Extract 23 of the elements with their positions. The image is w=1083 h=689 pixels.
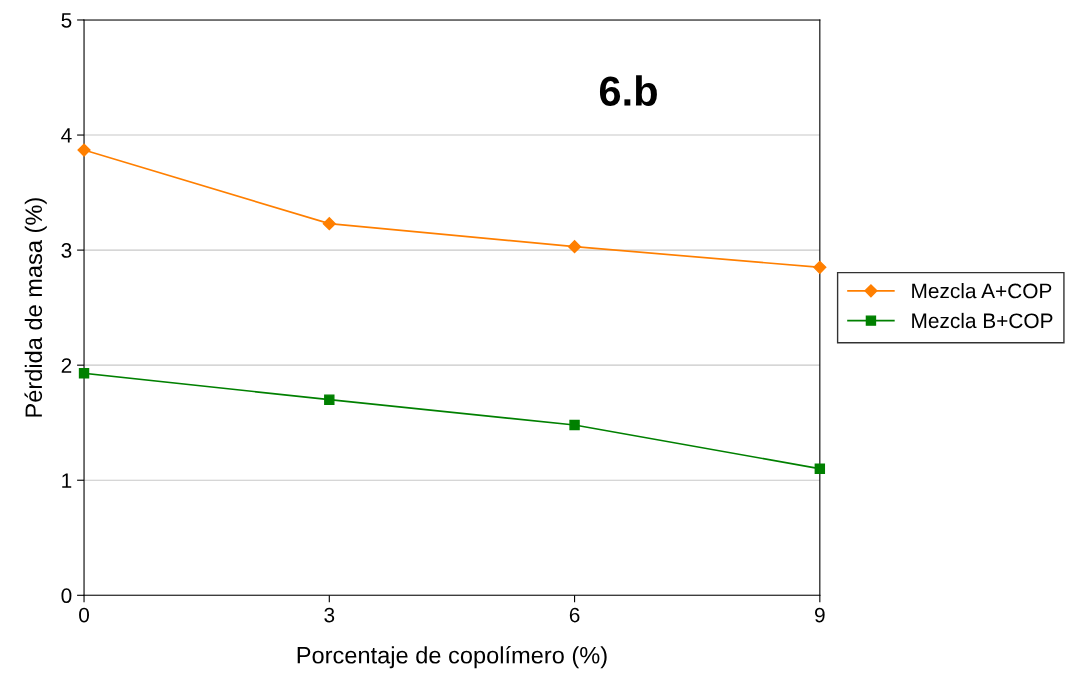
y-tick-label: 2 xyxy=(61,358,72,373)
x-tick-label: 9 xyxy=(815,607,825,623)
point xyxy=(814,463,826,474)
x-tick-label: 6 xyxy=(569,607,580,623)
point xyxy=(324,394,335,405)
y-tick-label: 1 xyxy=(62,473,72,488)
point xyxy=(567,240,582,254)
point xyxy=(813,260,827,274)
annotation: 6.b xyxy=(599,75,657,106)
y-tick-label: 5 xyxy=(61,13,72,28)
point xyxy=(77,143,91,157)
x-tick-label: 0 xyxy=(79,607,90,623)
x-axis-title: Porcentaje de copolímero (%) xyxy=(297,645,607,669)
point xyxy=(78,368,90,379)
y-tick-label: 4 xyxy=(61,128,72,143)
point xyxy=(569,419,580,431)
x-tick-label: 3 xyxy=(324,607,335,623)
y-tick-label: 3 xyxy=(61,243,72,258)
legend-label: Mezcla A+COP xyxy=(912,283,1052,299)
legend-label: Mezcla B+COP xyxy=(912,312,1053,329)
y-axis-title: Pérdida de masa (%) xyxy=(24,198,47,417)
y-tick-label: 0 xyxy=(61,588,72,604)
point xyxy=(322,217,336,231)
